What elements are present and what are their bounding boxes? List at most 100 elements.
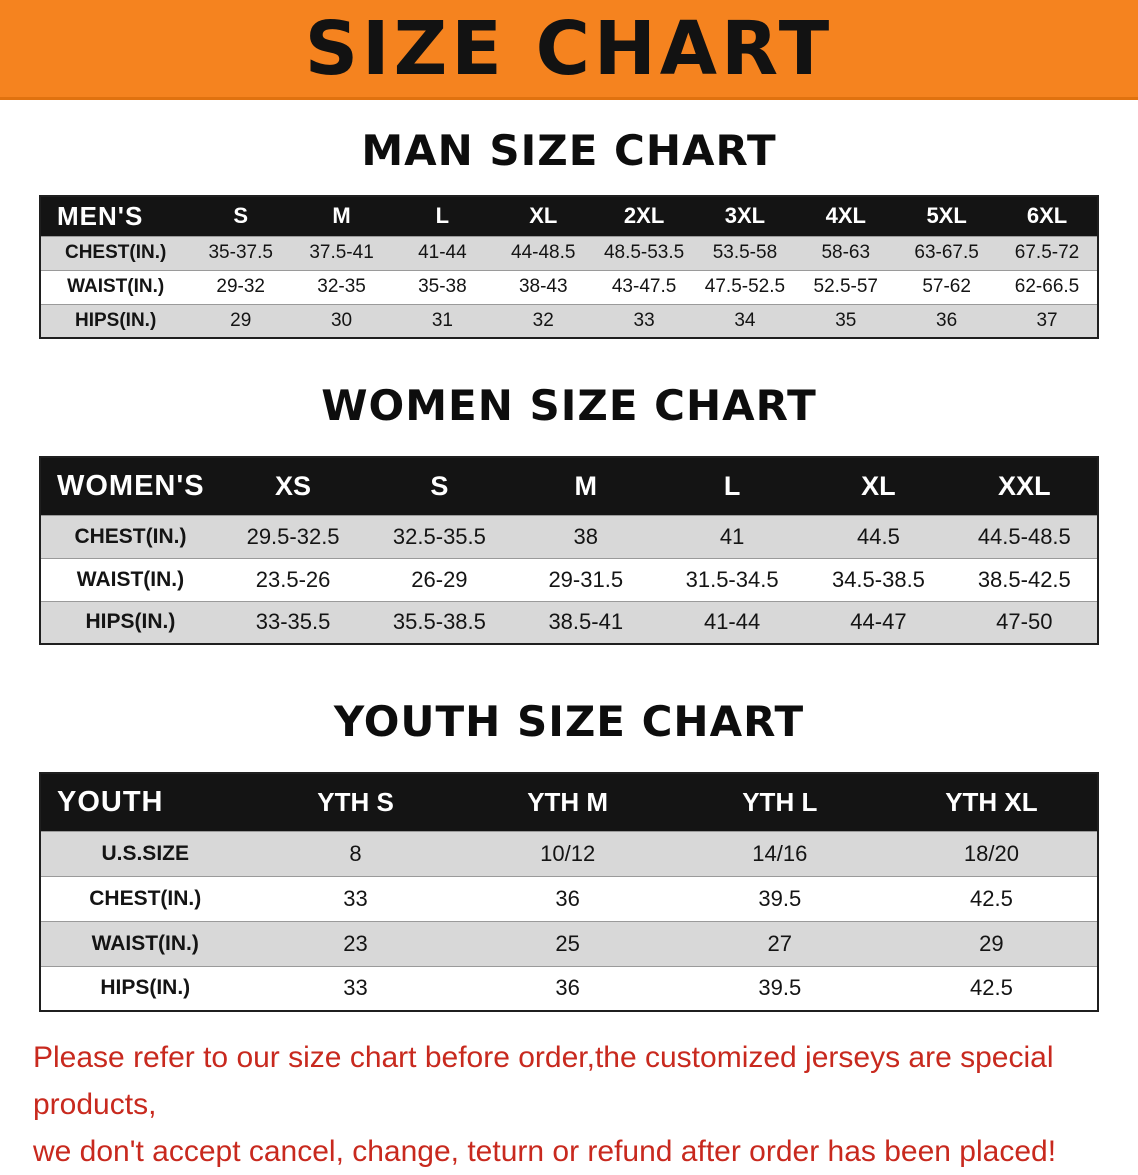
size-value: 39.5 xyxy=(673,965,886,1011)
size-value: 31 xyxy=(391,303,493,338)
row-label: CHEST(IN.) xyxy=(40,875,250,921)
disclaimer-line-2: we don't accept cancel, change, teturn o… xyxy=(33,1135,1057,1168)
size-value: 29-31.5 xyxy=(512,557,659,601)
row-label: HIPS(IN.) xyxy=(40,303,191,338)
size-value: 35 xyxy=(795,303,897,338)
mens-section: MAN SIZE CHART MEN'S S M L XL 2XL 3XL 4X… xyxy=(0,126,1138,339)
size-value: 33 xyxy=(593,303,695,338)
size-value: 35-38 xyxy=(391,269,493,304)
size-col-header: 4XL xyxy=(795,196,897,236)
size-value: 44.5 xyxy=(805,514,952,558)
size-value: 41-44 xyxy=(391,235,493,270)
size-value: 29.5-32.5 xyxy=(219,514,367,558)
disclaimer: Please refer to our size chart before or… xyxy=(33,1034,1105,1175)
size-value: 41 xyxy=(658,514,806,558)
size-value: 38.5-41 xyxy=(512,600,659,644)
womens-section: WOMEN SIZE CHART WOMEN'S XS S M L XL XXL… xyxy=(0,381,1138,645)
size-col-header: L xyxy=(391,196,493,236)
size-value: 27 xyxy=(673,920,886,966)
size-col-header: 5XL xyxy=(896,196,998,236)
size-value: 32-35 xyxy=(291,269,392,304)
size-value: 47-50 xyxy=(951,600,1098,644)
size-value: 67.5-72 xyxy=(997,235,1098,270)
size-value: 62-66.5 xyxy=(997,269,1098,304)
size-value: 48.5-53.5 xyxy=(593,235,695,270)
banner: SIZE CHART xyxy=(0,0,1138,100)
table-row-us-size: U.S.SIZE 8 10/12 14/16 18/20 xyxy=(40,830,1098,876)
mens-heading: MAN SIZE CHART xyxy=(361,126,777,175)
youth-heading: YOUTH SIZE CHART xyxy=(333,697,805,746)
size-value: 35.5-38.5 xyxy=(366,600,513,644)
row-label: HIPS(IN.) xyxy=(40,965,250,1011)
size-col-header: L xyxy=(658,457,806,515)
size-value: 47.5-52.5 xyxy=(694,269,796,304)
row-label: WAIST(IN.) xyxy=(40,557,220,601)
size-value: 34 xyxy=(694,303,796,338)
size-value: 29 xyxy=(190,303,292,338)
size-value: 32.5-35.5 xyxy=(366,514,513,558)
size-value: 52.5-57 xyxy=(795,269,897,304)
size-col-header: XL xyxy=(805,457,952,515)
size-value: 23.5-26 xyxy=(219,557,367,601)
size-value: 31.5-34.5 xyxy=(658,557,806,601)
size-value: 10/12 xyxy=(461,830,674,876)
size-col-header: XXL xyxy=(951,457,1098,515)
size-value: 44.5-48.5 xyxy=(951,514,1098,558)
table-row-hips: HIPS(IN.) 33-35.5 35.5-38.5 38.5-41 41-4… xyxy=(40,600,1098,644)
row-label: CHEST(IN.) xyxy=(40,235,191,270)
size-value: 25 xyxy=(461,920,674,966)
size-value: 38 xyxy=(512,514,659,558)
table-row-waist: WAIST(IN.) 23 25 27 29 xyxy=(40,920,1098,966)
table-row-waist: WAIST(IN.) 29-32 32-35 35-38 38-43 43-47… xyxy=(40,269,1098,304)
size-value: 33 xyxy=(249,875,462,921)
youth-group-label: YOUTH xyxy=(40,773,250,831)
youth-header-row: YOUTH YTH S YTH M YTH L YTH XL xyxy=(40,773,1098,831)
table-row-hips: HIPS(IN.) 33 36 39.5 42.5 xyxy=(40,965,1098,1011)
size-col-header: S xyxy=(366,457,513,515)
size-value: 18/20 xyxy=(885,830,1098,876)
size-value: 23 xyxy=(249,920,462,966)
size-value: 35-37.5 xyxy=(190,235,292,270)
row-label: CHEST(IN.) xyxy=(40,514,220,558)
size-value: 26-29 xyxy=(366,557,513,601)
size-col-header: 6XL xyxy=(997,196,1098,236)
size-value: 36 xyxy=(461,965,674,1011)
size-value: 42.5 xyxy=(885,875,1098,921)
size-value: 63-67.5 xyxy=(896,235,998,270)
size-value: 58-63 xyxy=(795,235,897,270)
size-value: 38-43 xyxy=(492,269,594,304)
size-col-header: S xyxy=(190,196,292,236)
page-title: SIZE CHART xyxy=(304,5,834,92)
size-value: 36 xyxy=(896,303,998,338)
table-row-hips: HIPS(IN.) 29 30 31 32 33 34 35 36 37 xyxy=(40,303,1098,338)
size-col-header: YTH S xyxy=(249,773,462,831)
size-col-header: M xyxy=(512,457,659,515)
size-value: 39.5 xyxy=(673,875,886,921)
size-value: 29 xyxy=(885,920,1098,966)
table-row-chest: CHEST(IN.) 29.5-32.5 32.5-35.5 38 41 44.… xyxy=(40,514,1098,558)
table-row-chest: CHEST(IN.) 35-37.5 37.5-41 41-44 44-48.5… xyxy=(40,235,1098,270)
size-col-header: 2XL xyxy=(593,196,695,236)
size-value: 37.5-41 xyxy=(291,235,392,270)
size-col-header: M xyxy=(291,196,392,236)
row-label: WAIST(IN.) xyxy=(40,920,250,966)
size-value: 29-32 xyxy=(190,269,292,304)
size-col-header: XS xyxy=(219,457,367,515)
size-value: 38.5-42.5 xyxy=(951,557,1098,601)
table-row-waist: WAIST(IN.) 23.5-26 26-29 29-31.5 31.5-34… xyxy=(40,557,1098,601)
row-label: U.S.SIZE xyxy=(40,830,250,876)
size-value: 44-47 xyxy=(805,600,952,644)
size-col-header: 3XL xyxy=(694,196,796,236)
size-value: 34.5-38.5 xyxy=(805,557,952,601)
mens-group-label: MEN'S xyxy=(40,196,191,236)
size-value: 53.5-58 xyxy=(694,235,796,270)
size-value: 14/16 xyxy=(673,830,886,876)
size-value: 36 xyxy=(461,875,674,921)
size-value: 8 xyxy=(249,830,462,876)
table-row-chest: CHEST(IN.) 33 36 39.5 42.5 xyxy=(40,875,1098,921)
row-label: HIPS(IN.) xyxy=(40,600,220,644)
mens-header-row: MEN'S S M L XL 2XL 3XL 4XL 5XL 6XL xyxy=(40,196,1098,236)
size-value: 44-48.5 xyxy=(492,235,594,270)
size-col-header: XL xyxy=(492,196,594,236)
